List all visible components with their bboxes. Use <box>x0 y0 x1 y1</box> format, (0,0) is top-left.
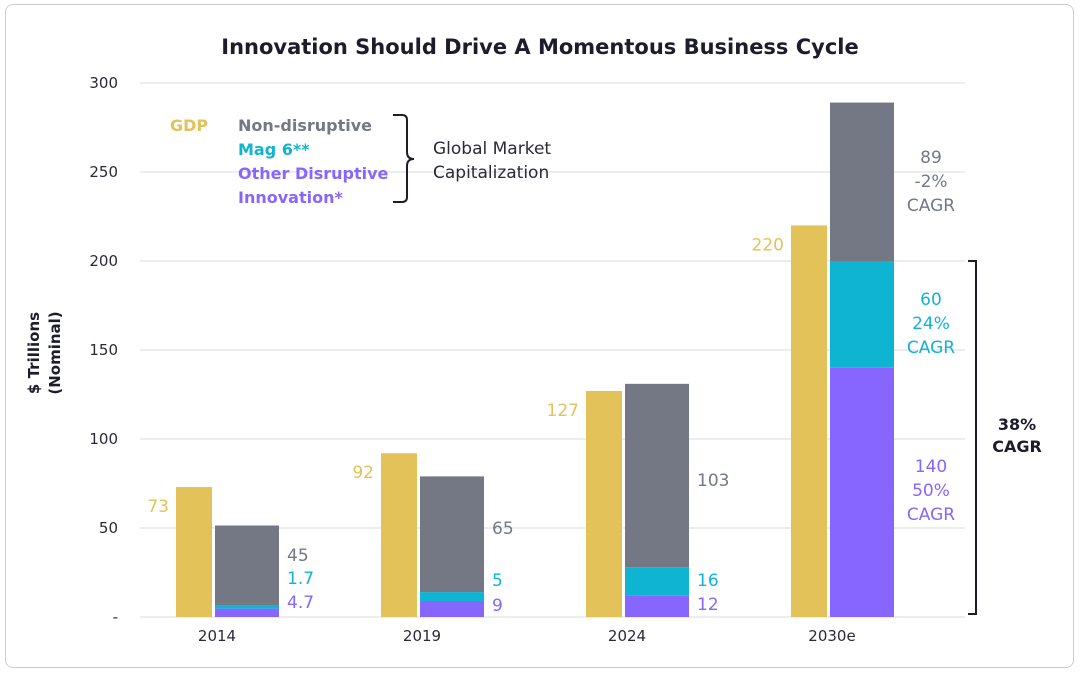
x-tick-label: 2019 <box>403 627 441 645</box>
cagr-bracket <box>968 260 977 615</box>
bars <box>176 102 894 617</box>
label-mag6-2030e: 60 24% CAGR <box>907 290 955 358</box>
value-labels: 73 4.7 1.7 45 92 9 5 65 127 12 16 103 220 140 50% CAGR 6… <box>147 148 955 616</box>
cagr-label: 38% <box>998 415 1036 434</box>
label-other-disruptive-2030e: 140 50% CAGR <box>907 457 955 525</box>
label-gdp-2014: 73 <box>147 497 169 517</box>
y-tick-label: 100 <box>89 430 118 448</box>
y-tick-label: 250 <box>89 163 118 181</box>
bar-non-disruptive-2014 <box>215 525 279 606</box>
legend: GDP Non-disruptive Mag 6** Other Disruptive… <box>170 114 551 207</box>
chart-frame <box>5 4 1074 668</box>
x-axis-ticks: 2014 2019 2024 2030e <box>198 627 856 645</box>
legend-non-disruptive: Non-disruptive <box>238 116 372 135</box>
y-tick-label: 50 <box>99 519 118 537</box>
legend-gdp: GDP <box>170 116 208 135</box>
label-other-disruptive-2014: 4.7 <box>287 593 314 613</box>
bar-other-disruptive-2030e <box>830 367 894 617</box>
label-other-disruptive-2019: 9 <box>492 596 503 616</box>
label-gdp-2019: 92 <box>352 463 374 483</box>
bar-mag6-2030e <box>830 261 894 368</box>
cagr-label: CAGR <box>992 437 1042 456</box>
legend-other-disruptive: Innovation* <box>238 188 343 207</box>
label-non-disruptive-2014: 45 <box>287 546 309 566</box>
bar-gdp-2030e <box>791 225 827 617</box>
label-gdp-2024: 127 <box>547 401 579 421</box>
y-axis-label-line-1: $ Trillions <box>25 312 43 394</box>
y-tick-label: - <box>113 608 118 626</box>
legend-brace <box>393 114 415 203</box>
label-non-disruptive-2030e: 89 -2% CAGR <box>907 148 955 216</box>
label-mag6-2014: 1.7 <box>287 569 314 589</box>
bar-other-disruptive-2024 <box>625 595 689 617</box>
y-tick-label: 200 <box>89 252 118 270</box>
legend-global-market-cap: Capitalization <box>433 163 549 183</box>
bar-mag6-2019 <box>420 592 484 601</box>
y-tick-label: 150 <box>89 341 118 359</box>
legend-mag6: Mag 6** <box>238 140 310 159</box>
y-axis-ticks: - 50 100 150 200 250 300 <box>89 74 118 626</box>
x-tick-label: 2030e <box>808 627 855 645</box>
bar-gdp-2014 <box>176 487 212 617</box>
bar-other-disruptive-2019 <box>420 600 484 617</box>
bar-other-disruptive-2014 <box>215 608 279 617</box>
chart-title: Innovation Should Drive A Momentous Busi… <box>221 35 859 59</box>
label-gdp-2030e: 220 <box>752 235 784 255</box>
x-tick-label: 2014 <box>198 627 236 645</box>
legend-other-disruptive: Other Disruptive <box>238 164 389 183</box>
bar-non-disruptive-2024 <box>625 383 689 568</box>
label-other-disruptive-2024: 12 <box>697 595 719 615</box>
y-axis-label: $ Trillions (Nominal) <box>25 311 64 394</box>
label-non-disruptive-2024: 103 <box>697 471 729 491</box>
bar-gdp-2019 <box>381 453 417 617</box>
bar-non-disruptive-2019 <box>420 476 484 593</box>
label-mag6-2024: 16 <box>697 571 719 591</box>
bar-gdp-2024 <box>586 390 622 617</box>
cagr-annotation: 38% CAGR <box>968 260 1042 615</box>
label-non-disruptive-2019: 65 <box>492 519 514 539</box>
label-mag6-2019: 5 <box>492 571 503 591</box>
bar-mag6-2014 <box>215 605 279 609</box>
bar-mag6-2024 <box>625 567 689 596</box>
bar-non-disruptive-2030e <box>830 102 894 261</box>
x-tick-label: 2024 <box>608 627 646 645</box>
y-tick-label: 300 <box>89 74 118 92</box>
y-axis-label-line-2: (Nominal) <box>46 311 64 394</box>
legend-global-market-cap: Global Market <box>433 139 551 159</box>
